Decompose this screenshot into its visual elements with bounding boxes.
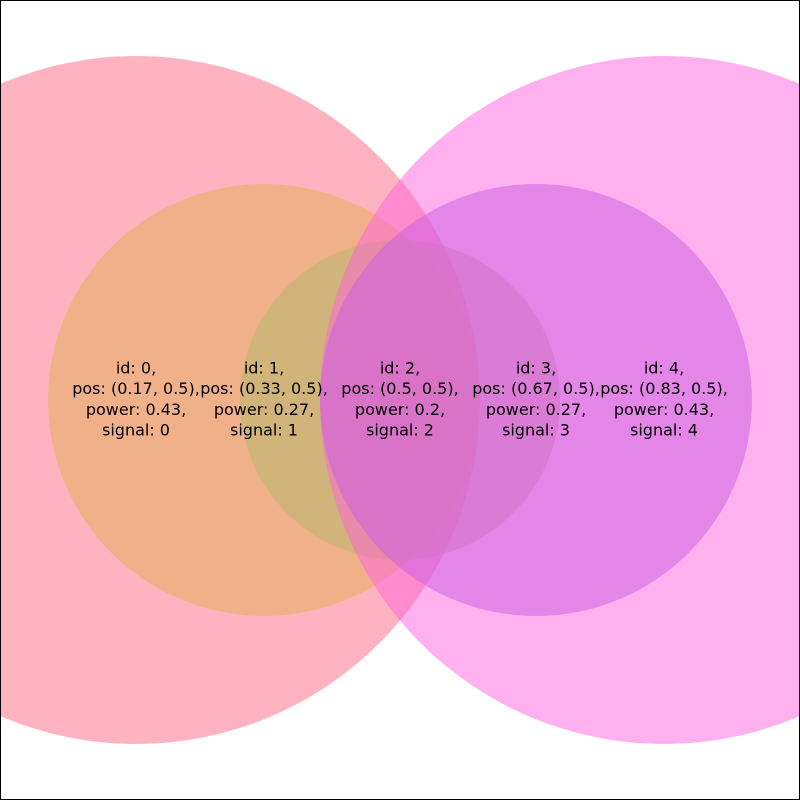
node-label: power: 0.27, (214, 400, 314, 419)
node-label: signal: 0 (102, 421, 170, 440)
node-label: pos: (0.17, 0.5), (72, 379, 200, 398)
node-circle (320, 56, 800, 744)
circles (0, 56, 800, 744)
node-label: id: 2, (380, 358, 420, 377)
node-label: signal: 3 (502, 421, 570, 440)
node-label: id: 3, (516, 358, 556, 377)
node-label: id: 1, (244, 358, 284, 377)
labels: id: 0, pos: (0.17, 0.5), power: 0.43, signa… (72, 358, 728, 439)
node-label: power: 0.2, (355, 400, 445, 419)
node-label: signal: 4 (630, 421, 698, 440)
node-label: power: 0.43, (614, 400, 714, 419)
node-label: pos: (0.33, 0.5), (200, 379, 328, 398)
node-label: id: 0, (116, 358, 156, 377)
node-label: power: 0.27, (486, 400, 586, 419)
node-label: id: 4, (644, 358, 684, 377)
node-label: signal: 1 (230, 421, 298, 440)
node-label: power: 0.43, (86, 400, 186, 419)
node-label: pos: (0.67, 0.5), (472, 379, 600, 398)
node-label: pos: (0.5, 0.5), (341, 379, 458, 398)
node-label: signal: 2 (366, 421, 434, 440)
node-label: pos: (0.83, 0.5), (600, 379, 728, 398)
